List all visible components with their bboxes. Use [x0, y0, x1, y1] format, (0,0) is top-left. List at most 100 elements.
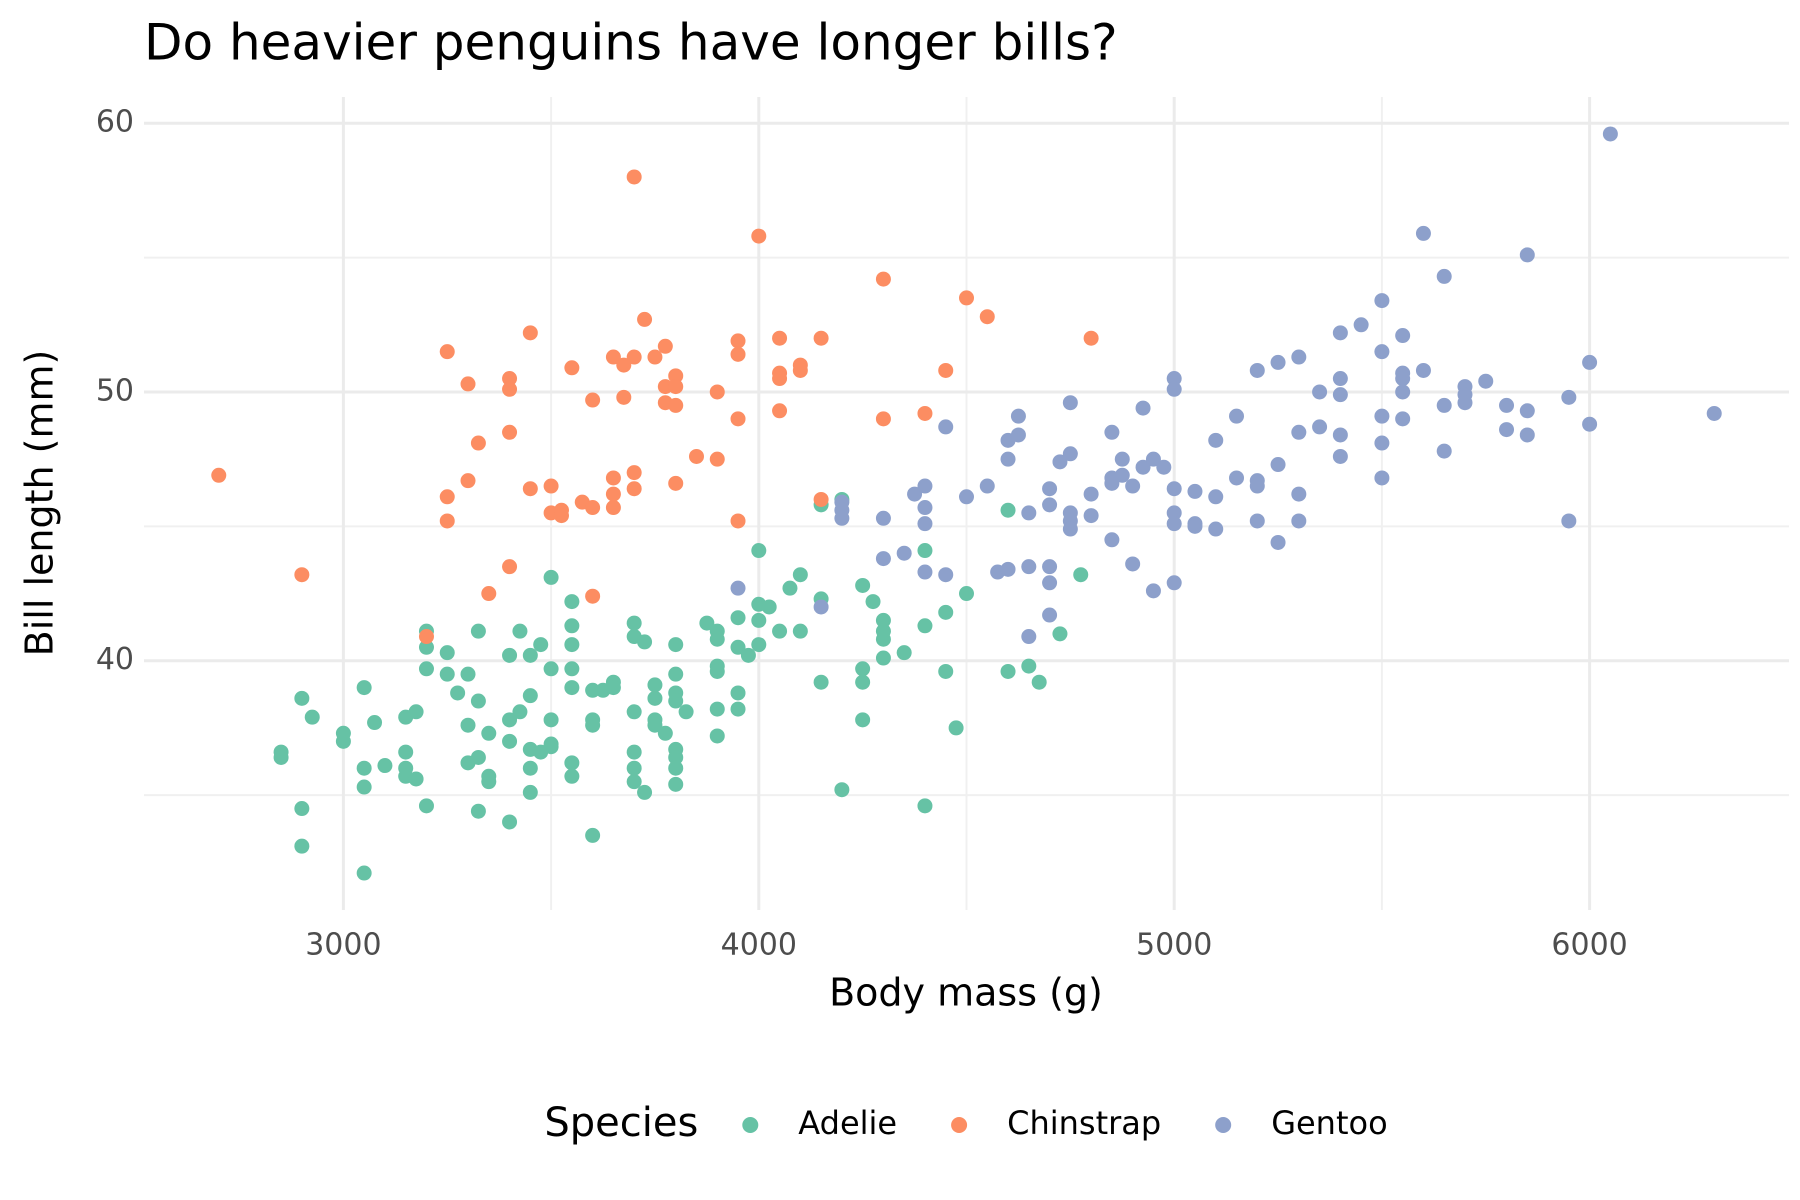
point — [1156, 459, 1172, 475]
point — [1042, 559, 1058, 575]
legend: Species Adelie Chinstrap Gentoo — [544, 1100, 1387, 1146]
point — [1499, 422, 1515, 438]
point — [678, 704, 694, 720]
point — [481, 774, 497, 790]
point — [813, 491, 829, 507]
point — [657, 379, 673, 395]
point — [875, 612, 891, 628]
point — [294, 567, 310, 583]
point — [855, 674, 871, 690]
point — [502, 733, 518, 749]
point — [1395, 328, 1411, 344]
point — [1332, 371, 1348, 387]
point — [938, 362, 954, 378]
legend-label: Adelie — [798, 1104, 897, 1142]
point — [647, 349, 663, 365]
point — [896, 545, 912, 561]
point — [553, 508, 569, 524]
point — [460, 473, 476, 489]
point — [1021, 505, 1037, 521]
point — [1062, 446, 1078, 462]
point — [356, 779, 372, 795]
point — [543, 661, 559, 677]
point — [1083, 508, 1099, 524]
point — [668, 666, 684, 682]
point — [1062, 395, 1078, 411]
point — [979, 309, 995, 325]
point — [450, 685, 466, 701]
point — [959, 586, 974, 602]
point — [647, 677, 663, 693]
point — [1270, 534, 1286, 550]
point — [1582, 416, 1598, 432]
point — [1021, 629, 1037, 645]
point — [813, 330, 829, 346]
point — [418, 661, 434, 677]
point — [605, 500, 621, 516]
point — [740, 647, 756, 663]
point — [1291, 486, 1307, 502]
point — [875, 510, 891, 526]
point — [512, 623, 528, 639]
point — [502, 371, 518, 387]
point — [1291, 513, 1307, 529]
point — [1395, 371, 1411, 387]
point — [1187, 483, 1203, 499]
point — [1457, 395, 1473, 411]
legend-title: Species — [544, 1100, 698, 1146]
point — [585, 588, 601, 604]
point — [1187, 518, 1203, 534]
point — [1312, 384, 1328, 400]
point — [772, 330, 788, 346]
point — [813, 674, 829, 690]
point — [335, 733, 351, 749]
point — [813, 599, 829, 615]
point — [855, 661, 871, 677]
point — [439, 666, 455, 682]
point — [772, 403, 788, 419]
point — [730, 610, 746, 626]
point — [1706, 405, 1722, 421]
point — [502, 559, 518, 575]
point — [1135, 400, 1151, 416]
point — [668, 475, 684, 491]
point — [1374, 408, 1390, 424]
point — [377, 758, 393, 774]
point — [730, 639, 746, 655]
point — [647, 717, 663, 733]
point — [1114, 451, 1130, 467]
point — [470, 693, 486, 709]
point — [522, 688, 538, 704]
point — [1519, 403, 1535, 419]
point — [408, 704, 424, 720]
point — [792, 362, 808, 378]
grid: 40 50 60 3000 4000 5000 6000 — [96, 97, 1789, 963]
point — [543, 739, 559, 755]
point — [626, 481, 642, 497]
point — [294, 801, 310, 817]
point — [470, 803, 486, 819]
point — [751, 543, 767, 559]
point — [418, 798, 434, 814]
point — [367, 715, 383, 731]
point — [502, 381, 518, 397]
legend-marker — [742, 1117, 759, 1133]
point — [273, 749, 289, 765]
point — [1582, 354, 1598, 370]
point — [1052, 626, 1068, 642]
point — [502, 424, 518, 440]
point — [1374, 293, 1390, 309]
point — [502, 647, 518, 663]
point — [772, 371, 788, 387]
point — [470, 623, 486, 639]
point — [1478, 373, 1494, 389]
point — [1519, 427, 1535, 443]
point — [1229, 470, 1245, 486]
point — [626, 615, 642, 631]
point — [626, 169, 642, 185]
point — [1332, 448, 1348, 464]
point — [1145, 451, 1161, 467]
point — [637, 311, 653, 327]
point — [398, 744, 414, 760]
point — [917, 478, 933, 494]
